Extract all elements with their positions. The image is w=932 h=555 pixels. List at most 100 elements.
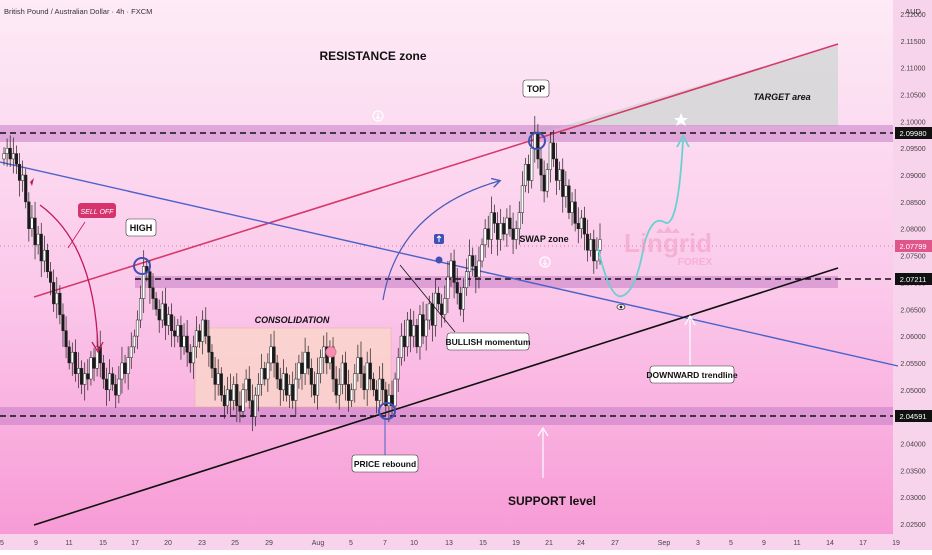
candle-down bbox=[185, 335, 189, 353]
candle-up bbox=[505, 217, 509, 235]
candle-up bbox=[294, 378, 298, 401]
projection-arrowhead bbox=[676, 134, 690, 148]
resistance-price-badge: 2.09980 bbox=[895, 127, 932, 139]
candle-up bbox=[443, 298, 447, 315]
candle-up bbox=[95, 346, 99, 369]
time-tick-label: 15 bbox=[99, 540, 107, 547]
support-arrowhead bbox=[537, 426, 549, 437]
candle-up bbox=[21, 174, 25, 181]
candle-up bbox=[337, 384, 341, 396]
candle-down bbox=[157, 309, 161, 321]
consolidation-label: CONSOLIDATION bbox=[255, 315, 330, 325]
candle-down bbox=[45, 249, 50, 272]
candle-down bbox=[554, 158, 559, 181]
candle-down bbox=[511, 228, 515, 240]
snail-icon bbox=[325, 346, 337, 358]
candle-down bbox=[198, 330, 202, 342]
candle-down bbox=[551, 142, 555, 160]
time-tick-label: 23 bbox=[198, 540, 206, 547]
small-flag-icon bbox=[30, 178, 34, 186]
candle-up bbox=[589, 239, 593, 251]
candle-down bbox=[64, 330, 68, 348]
candle-up bbox=[142, 266, 146, 299]
candle-up bbox=[166, 314, 171, 326]
support-zone-band bbox=[0, 407, 893, 425]
candle-up bbox=[36, 233, 40, 246]
candle-up bbox=[303, 351, 307, 374]
candle-up bbox=[520, 185, 524, 213]
candle-down bbox=[508, 217, 512, 229]
currency-label: AUD bbox=[905, 7, 921, 16]
candle-down bbox=[474, 266, 478, 278]
rebound-marker-circle bbox=[378, 402, 396, 420]
candle-down bbox=[229, 389, 233, 401]
candle-up bbox=[244, 378, 248, 391]
high-label-box: HIGH bbox=[125, 218, 157, 237]
resistance-zone-label: RESISTANCE zone bbox=[319, 49, 426, 63]
candle-down bbox=[8, 147, 12, 160]
candle-up bbox=[182, 335, 186, 348]
candle-up bbox=[461, 287, 465, 310]
time-tick-label: 5 bbox=[0, 540, 4, 547]
candle-down bbox=[334, 378, 338, 396]
time-axis-labels: 5 9 11 15 17 20 23 25 29 Aug 5 7 10 13 15 19 21 24 27 Sep 3 5… bbox=[0, 540, 900, 547]
candle-up bbox=[399, 335, 403, 358]
candle-down bbox=[272, 346, 276, 364]
support-trendline bbox=[33, 267, 839, 526]
price-tick-label: 2.03000 bbox=[900, 495, 925, 502]
time-tick-label: 19 bbox=[512, 540, 520, 547]
candle-down bbox=[235, 384, 239, 407]
candle-down bbox=[173, 330, 177, 337]
candle-down bbox=[496, 223, 500, 240]
down-arrow-glyph-icon-2 bbox=[542, 259, 548, 266]
time-tick-label: 13 bbox=[445, 540, 453, 547]
candle-up bbox=[201, 319, 205, 342]
candle-down bbox=[101, 362, 105, 380]
down-arrow-glyph-icon bbox=[375, 113, 381, 120]
candle-up bbox=[340, 362, 344, 385]
time-tick-label: 5 bbox=[729, 540, 733, 547]
candle-down bbox=[204, 319, 208, 337]
price-rebound-label: PRICE rebound bbox=[354, 459, 416, 469]
candle-up bbox=[225, 389, 230, 407]
candle-up bbox=[269, 346, 273, 364]
candle-down bbox=[111, 373, 115, 385]
time-tick-label: 17 bbox=[131, 540, 139, 547]
candle-down bbox=[300, 362, 304, 374]
up-arrow-badge-glyph bbox=[436, 235, 442, 242]
candle-up bbox=[135, 319, 140, 337]
candle-down bbox=[238, 405, 242, 412]
eye-pupil-icon bbox=[619, 305, 623, 309]
candle-down bbox=[39, 233, 43, 262]
candle-up bbox=[76, 368, 81, 374]
price-tick-label: 2.06000 bbox=[900, 334, 925, 341]
current-price-badge: 2.07799 bbox=[895, 240, 932, 252]
candle-down bbox=[123, 362, 127, 374]
target-area-label: TARGET area bbox=[753, 92, 810, 102]
candle-up bbox=[393, 378, 397, 407]
candle-up bbox=[70, 351, 74, 364]
candle-down bbox=[343, 362, 348, 385]
candle-up bbox=[319, 357, 323, 374]
candle-down bbox=[384, 389, 388, 407]
candle-down bbox=[222, 394, 226, 407]
candle-up bbox=[378, 378, 382, 401]
price-tick-label: 2.11000 bbox=[901, 66, 926, 73]
price-tick-label: 2.03500 bbox=[900, 468, 925, 475]
candle-up bbox=[418, 314, 422, 348]
candle-up bbox=[42, 249, 46, 262]
candle-up bbox=[55, 292, 59, 305]
time-tick-label: Sep bbox=[658, 540, 671, 547]
candle-up bbox=[11, 153, 15, 160]
candle-down bbox=[73, 351, 77, 374]
candle-up bbox=[256, 384, 261, 396]
price-tick-label: 2.05000 bbox=[900, 388, 925, 395]
sell-off-label-box: SELL OFF bbox=[78, 203, 116, 218]
level-price-text: 2.07211 bbox=[900, 275, 927, 284]
candle-down bbox=[536, 131, 540, 160]
time-tick-label: 11 bbox=[793, 540, 800, 547]
candle-down bbox=[275, 362, 279, 380]
candle-down bbox=[502, 223, 506, 235]
